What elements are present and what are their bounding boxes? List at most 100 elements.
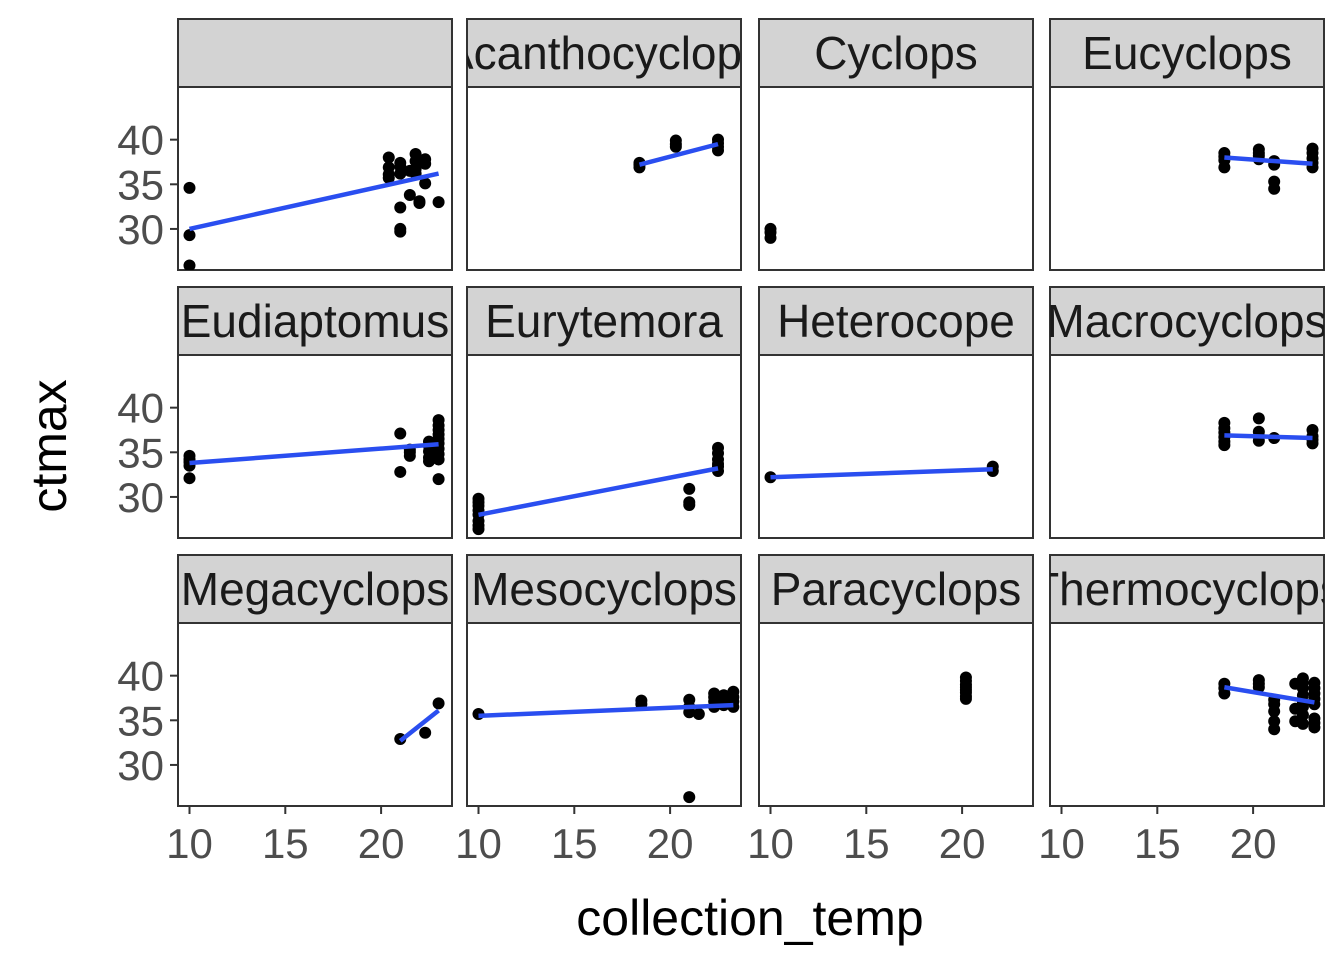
trend-line [189,442,439,466]
y-tick-label: 35 [117,161,164,208]
facet-panel: Megacyclops [177,554,453,807]
facet-strip [466,286,742,356]
trend-line [1224,433,1313,441]
plot-area [1049,622,1325,807]
data-point [394,167,407,180]
facet-strip [177,554,453,624]
facet-strip-label: Paracyclops [771,563,1022,615]
y-tick-label: 30 [117,206,164,253]
x-axis-title: collection_temp [576,890,923,946]
facet-panel: Paracyclops [758,554,1034,807]
data-point [1218,161,1231,174]
trend-line [189,171,440,232]
data-point [683,482,696,495]
x-tick-label: 15 [551,820,598,867]
data-point [1268,723,1281,736]
data-point [432,196,445,209]
facet-panel: Macrocyclops [1049,286,1325,539]
panel-marks [183,414,445,486]
panel-marks [472,685,740,804]
data-point [1306,437,1319,450]
facet-panel: Eurytemora [466,286,742,539]
x-axis: 10 15 20 10 15 20 10 15 20 10 15 20 [166,805,1324,867]
plot-area [758,86,1034,271]
y-tick-label: 40 [117,653,164,700]
x-tick-label: 10 [1038,820,1085,867]
panel-marks [1218,672,1321,736]
facet-panel: Mesocyclops [466,554,742,807]
facet-panel: Eudiaptomus [177,286,453,539]
x-tick-label: 20 [647,820,694,867]
facet-strip [177,18,453,88]
data-point [183,181,196,194]
data-point [183,229,196,242]
data-point [1268,182,1281,195]
panel-marks [633,133,725,174]
data-point [394,427,407,440]
data-point [403,189,416,202]
data-point [419,726,432,739]
facet-panel: Heterocope [758,286,1034,539]
facet-strip [1049,18,1325,88]
panel-marks [1218,142,1319,195]
facet-strip-label: Cyclops [814,27,978,79]
data-point [183,259,196,270]
trend-line [1224,155,1313,167]
data-point [1296,708,1309,721]
plot-area [758,622,1034,807]
data-point [1252,412,1265,425]
facet-strip [177,286,453,356]
plot-area [177,622,453,807]
x-tick-label: 10 [747,820,794,867]
y-tick-label: 40 [117,385,164,432]
facet-strip-label: Heterocope [777,295,1015,347]
data-point [959,692,972,705]
data-point [1308,721,1321,734]
panel-marks [183,147,445,270]
data-point [403,449,416,462]
data-point [432,453,445,466]
facet-strip [758,18,1034,88]
data-point [1296,717,1309,730]
trend-line [638,141,719,167]
data-point [394,465,407,478]
x-tick-label: 10 [166,820,213,867]
data-point [432,473,445,486]
facet-strip-label: Mesocyclops [471,563,737,615]
panel-marks [472,441,725,536]
data-point [683,791,696,804]
data-point [1218,687,1231,700]
trend-line [1223,685,1315,705]
trend-line [770,467,993,480]
x-tick-label: 15 [1134,820,1181,867]
data-point [423,455,436,468]
x-tick-label: 15 [843,820,890,867]
data-point [669,140,682,153]
facet-strip-label: Eucyclops [1082,27,1292,79]
facet-panel: Cyclops [758,18,1034,271]
x-tick-label: 20 [358,820,405,867]
trend-line [398,708,440,743]
y-tick-label: 35 [117,697,164,744]
panel-marks [1218,412,1319,452]
data-point [692,708,705,721]
facet-strip-label: Eurytemora [485,295,723,347]
panel-marks [959,671,972,705]
facet-strip-label: Thermocyclops [1031,563,1343,615]
panel-marks [394,697,445,746]
data-point [419,157,432,170]
data-point [413,197,426,210]
data-point [764,231,777,244]
facet-strip [466,18,742,88]
data-point [1218,439,1231,452]
data-point [712,144,725,157]
plot-area [758,354,1034,539]
x-tick-label: 20 [939,820,986,867]
plot-area [466,86,742,271]
data-point [382,172,395,185]
data-point [432,697,445,710]
facet-panel: Acanthocyclops [466,18,742,271]
facet-strip [758,286,1034,356]
